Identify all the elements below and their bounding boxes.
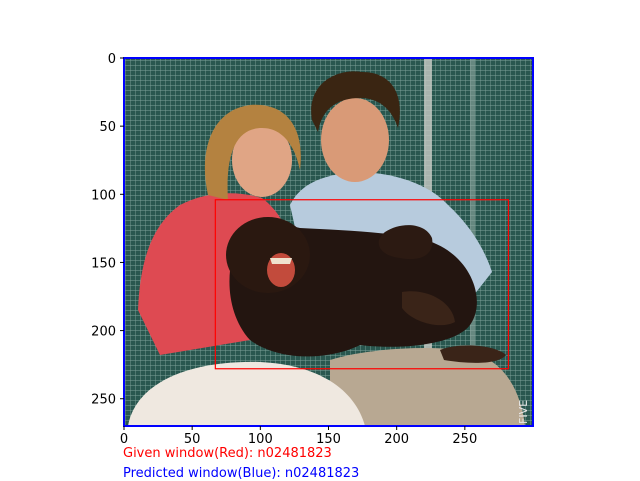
x-axis: 0 50 100 150 200 250 [120, 426, 477, 447]
x-tick-label: 0 [120, 432, 128, 447]
woman-hair [204, 104, 301, 200]
photo: FIVE [124, 58, 533, 426]
given-window-caption: Given window(Red): n02481823 [123, 446, 332, 461]
y-tick-label: 250 [91, 393, 116, 408]
man-trousers [330, 348, 525, 426]
y-tick-label: 200 [91, 325, 116, 340]
y-tick-label: 150 [91, 256, 116, 271]
x-tick-label: 100 [248, 432, 273, 447]
y-tick-label: 50 [99, 120, 116, 135]
chimp-head [226, 217, 310, 293]
x-tick-label: 50 [184, 432, 201, 447]
woman-face [232, 123, 292, 197]
x-tick-label: 250 [452, 432, 477, 447]
y-axis: 0 50 100 150 200 250 [91, 52, 124, 408]
chimp-arm [378, 225, 433, 260]
x-tick-label: 200 [384, 432, 409, 447]
y-tick-label: 0 [108, 52, 116, 67]
chimp-hand [402, 291, 455, 326]
given-window [214, 199, 510, 370]
predicted-window-caption: Predicted window(Blue): n02481823 [123, 466, 360, 481]
photo-watermark: FIVE [517, 400, 530, 424]
y-tick-label: 100 [91, 188, 116, 203]
woman-pants [128, 361, 365, 426]
x-tick-label: 150 [316, 432, 341, 447]
chimp-teeth [270, 258, 292, 264]
man-hair [311, 71, 400, 132]
man-face [321, 98, 389, 182]
chimp-foot [440, 345, 506, 363]
